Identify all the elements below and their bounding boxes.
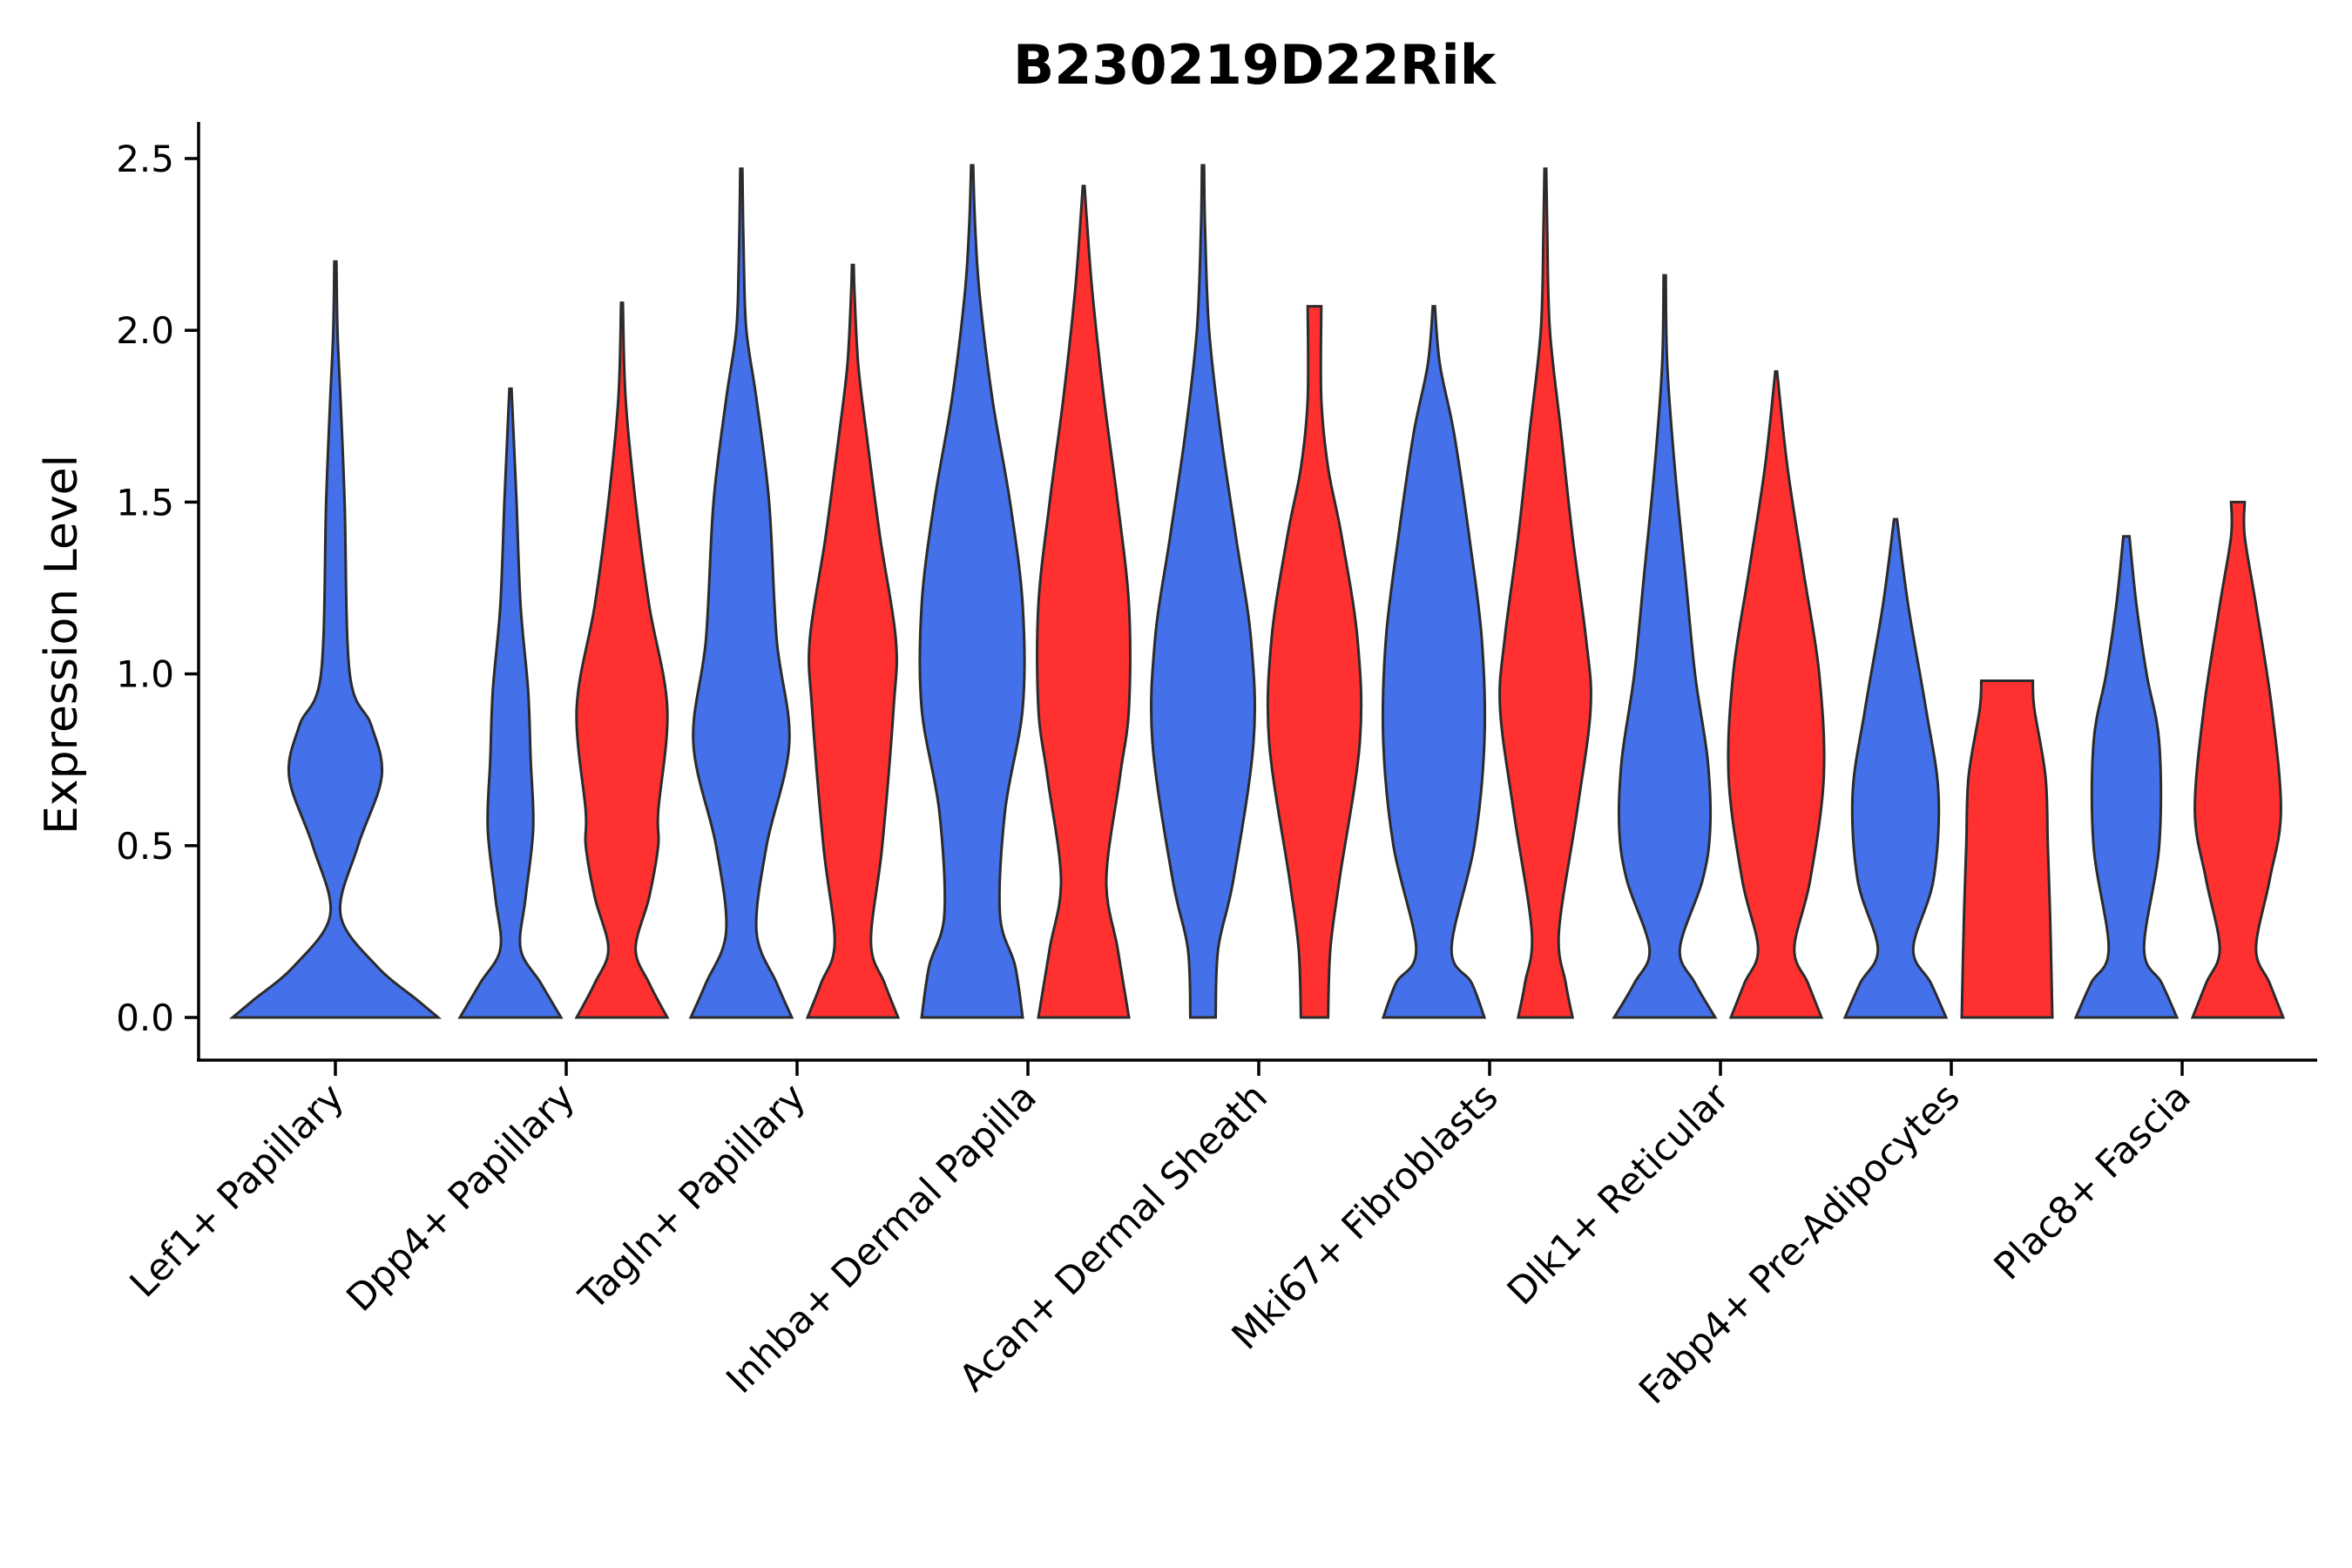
violin-red xyxy=(1960,679,2054,1019)
axes xyxy=(197,122,2317,1062)
y-tick-label: 1.5 xyxy=(116,481,174,524)
violin-red xyxy=(1727,370,1826,1019)
violin-red xyxy=(1266,305,1363,1019)
y-tick-label: 1.0 xyxy=(116,653,174,696)
violin-red xyxy=(805,263,901,1019)
violin-red xyxy=(574,301,670,1019)
chart-title: B230219D22Rik xyxy=(1013,33,1497,97)
violin-blue xyxy=(228,260,443,1019)
y-axis-label: Expression Level xyxy=(36,455,88,835)
y-tick-label: 2.0 xyxy=(116,309,174,352)
x-tick-label: Dpp4+ Papillary xyxy=(339,1075,584,1320)
violin-red xyxy=(2190,500,2286,1019)
x-tick-label: Dlk1+ Reticular xyxy=(1499,1075,1738,1314)
violin-blue xyxy=(688,167,794,1019)
violin-red xyxy=(1498,167,1592,1019)
violin-group xyxy=(228,164,2286,1019)
violin-red xyxy=(1036,185,1132,1019)
violin-blue xyxy=(1842,517,1949,1019)
violin-blue xyxy=(1612,274,1718,1019)
x-tick-label: Plac8+ Fascia xyxy=(1986,1075,2200,1288)
violin-blue xyxy=(1150,164,1256,1019)
y-tick-label: 0.0 xyxy=(116,997,174,1039)
x-tick-label: Lef1+ Papillary xyxy=(122,1075,353,1306)
x-tick-label: Tagln+ Papillary xyxy=(571,1075,814,1319)
violin-blue xyxy=(457,387,564,1019)
x-tick-label: Mki67+ Fibroblasts xyxy=(1224,1075,1507,1358)
y-ticks: 0.0 0.5 1.0 1.5 2.0 2.5 xyxy=(116,138,199,1039)
violin-blue xyxy=(918,164,1026,1019)
y-tick-label: 0.5 xyxy=(116,825,174,868)
violin-blue xyxy=(1381,305,1487,1019)
violin-blue xyxy=(2073,535,2180,1019)
y-tick-label: 2.5 xyxy=(116,138,174,180)
